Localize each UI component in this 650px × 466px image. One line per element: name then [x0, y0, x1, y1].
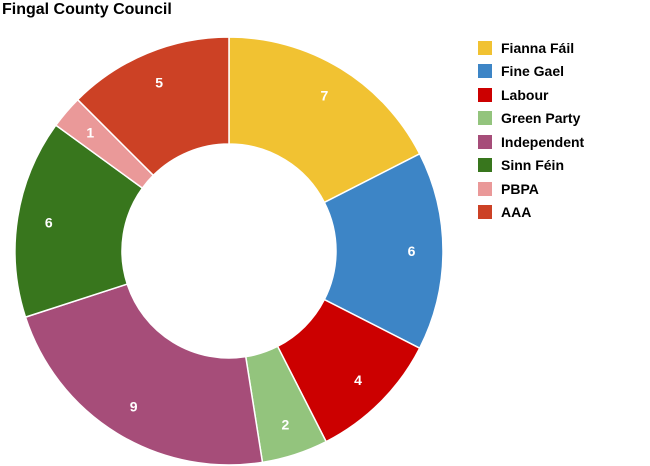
legend-swatch — [478, 205, 492, 220]
legend-label: Sinn Féin — [501, 157, 564, 174]
legend-label: Labour — [501, 86, 549, 103]
data-label-sinn-fein: 6 — [45, 214, 53, 230]
slice-fianna-fail — [228, 36, 421, 204]
legend-label: Fianna Fáil — [501, 39, 575, 56]
legend-item-independent: Independent — [478, 130, 584, 154]
legend-swatch — [478, 64, 492, 79]
data-label-labour: 4 — [354, 372, 362, 388]
legend-label: Green Party — [501, 110, 581, 127]
chart-legend: Fianna Fáil Fine Gael Labour Green Party Ind… — [478, 36, 584, 224]
data-label-pbpa: 1 — [86, 124, 94, 140]
legend-swatch — [478, 134, 492, 149]
legend-label: Fine Gael — [501, 63, 565, 80]
legend-item-pbpa: PBPA — [478, 177, 584, 201]
legend-swatch — [478, 158, 492, 173]
legend-item-green-party: Green Party — [478, 107, 584, 131]
legend-label: Independent — [501, 133, 585, 150]
legend-swatch — [478, 87, 492, 102]
legend-item-aaa: AAA — [478, 201, 584, 225]
data-label-green-party: 2 — [281, 417, 289, 433]
legend-item-sinn-fein: Sinn Féin — [478, 154, 584, 178]
slice-sinn-fein — [14, 124, 144, 319]
legend-swatch — [478, 111, 492, 126]
data-label-fianna-fail: 7 — [320, 87, 328, 103]
legend-item-fine-gael: Fine Gael — [478, 60, 584, 84]
legend-item-labour: Labour — [478, 83, 584, 107]
legend-item-fianna-fail: Fianna Fáil — [478, 36, 584, 60]
chart-title: Fingal County Council — [2, 1, 172, 18]
slice-fine-gael — [323, 152, 444, 350]
legend-swatch — [478, 40, 492, 55]
data-label-independent: 9 — [130, 399, 138, 415]
legend-swatch — [478, 181, 492, 196]
data-label-aaa: 5 — [155, 74, 163, 90]
slice-aaa — [76, 36, 230, 177]
data-label-fine-gael: 6 — [408, 243, 416, 259]
legend-label: AAA — [501, 204, 532, 221]
slice-independent — [24, 283, 264, 466]
legend-label: PBPA — [501, 180, 539, 197]
